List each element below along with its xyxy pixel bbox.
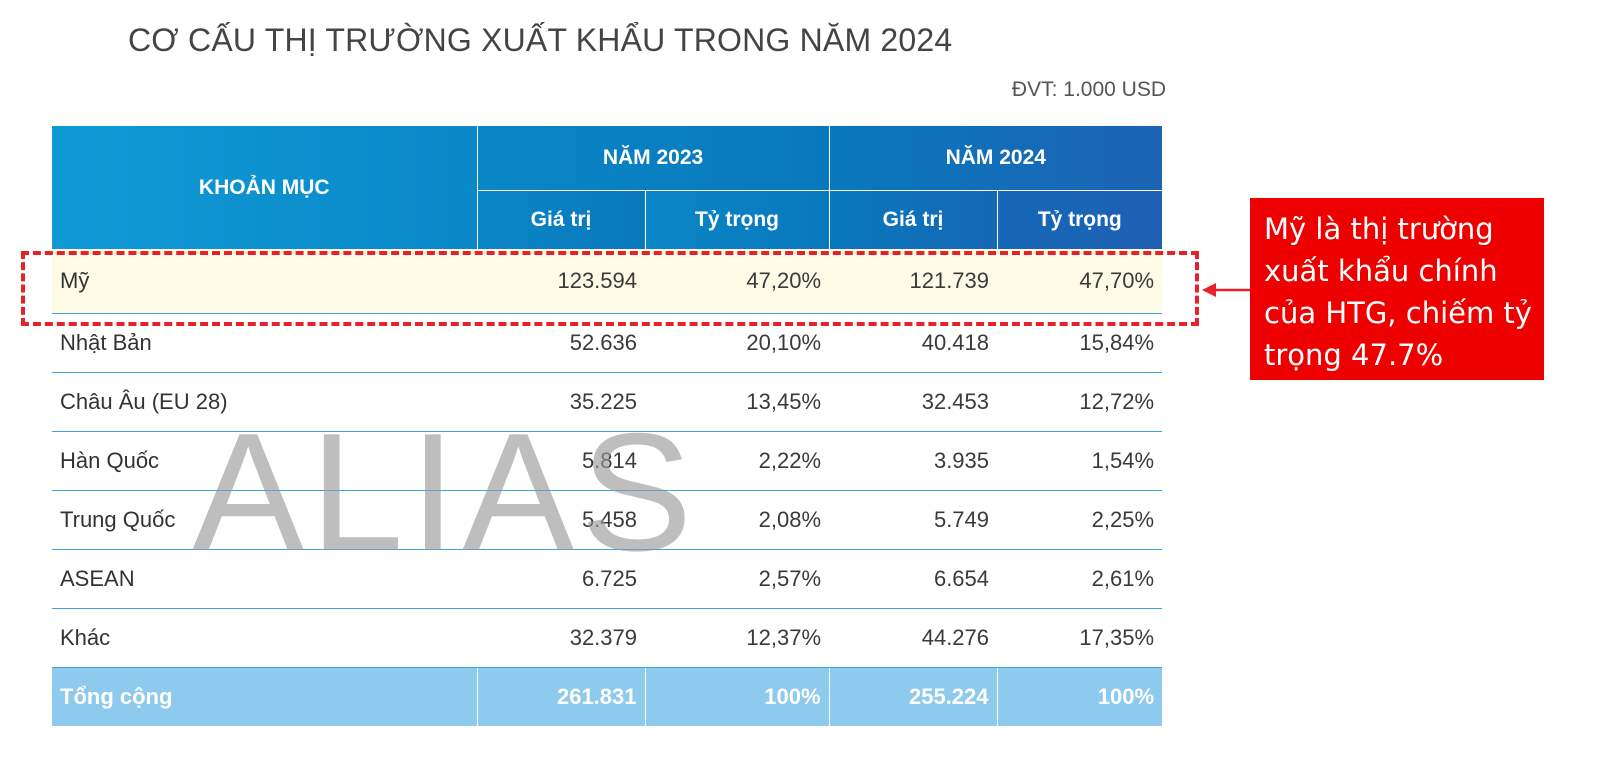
row-name: Hàn Quốc <box>52 431 477 491</box>
row-share-2024: 12,72% <box>997 372 1163 432</box>
row-value-2024: 44.276 <box>829 608 998 668</box>
header-year-2023: NĂM 2023 <box>477 126 830 191</box>
row-value-2024: 121.739 <box>829 249 998 314</box>
row-share-2023: 2,22% <box>645 431 830 491</box>
callout-box: Mỹ là thị trường xuất khẩu chính của HTG… <box>1250 198 1544 380</box>
page-title: CƠ CẤU THỊ TRƯỜNG XUẤT KHẨU TRONG NĂM 20… <box>128 22 953 58</box>
row-value-2023: 35.225 <box>477 372 645 432</box>
export-market-table: KHOẢN MỤC NĂM 2023 NĂM 2024 Giá trị Tỷ t… <box>52 126 1163 726</box>
row-share-2023: 12,37% <box>645 608 830 668</box>
table-row: Trung Quốc 5.458 2,08% 5.749 2,25% <box>52 490 1163 550</box>
unit-label: ĐVT: 1.000 USD <box>1011 78 1166 101</box>
header-year-2024: NĂM 2024 <box>829 126 1163 191</box>
total-share-2024: 100% <box>997 667 1163 726</box>
row-name: Khác <box>52 608 477 668</box>
row-share-2023: 13,45% <box>645 372 830 432</box>
header-item: KHOẢN MỤC <box>52 126 478 249</box>
row-value-2024: 32.453 <box>829 372 998 432</box>
row-value-2023: 5.814 <box>477 431 645 491</box>
row-share-2024: 2,61% <box>997 549 1163 609</box>
table-row: Mỹ 123.594 47,20% 121.739 47,70% <box>52 249 1163 314</box>
header-value-2024: Giá trị <box>829 190 998 249</box>
row-share-2024: 17,35% <box>997 608 1163 668</box>
header-value-2023: Giá trị <box>477 190 646 249</box>
row-name: Châu Âu (EU 28) <box>52 372 477 432</box>
total-share-2023: 100% <box>645 667 830 726</box>
row-value-2023: 123.594 <box>477 249 645 314</box>
row-name: Trung Quốc <box>52 490 477 550</box>
row-value-2024: 3.935 <box>829 431 998 491</box>
arrow-left-icon <box>1202 283 1252 297</box>
total-label: Tổng cộng <box>52 667 478 726</box>
total-value-2023: 261.831 <box>477 667 646 726</box>
row-share-2023: 2,57% <box>645 549 830 609</box>
row-value-2023: 6.725 <box>477 549 645 609</box>
table-row: ASEAN 6.725 2,57% 6.654 2,61% <box>52 549 1163 609</box>
highlight-dashed-box <box>21 251 1199 326</box>
row-share-2023: 47,20% <box>645 249 830 314</box>
row-share-2024: 2,25% <box>997 490 1163 550</box>
row-share-2024: 47,70% <box>997 249 1163 314</box>
row-value-2023: 5.458 <box>477 490 645 550</box>
row-name: ASEAN <box>52 549 477 609</box>
row-name: Mỹ <box>52 249 477 314</box>
row-value-2024: 5.749 <box>829 490 998 550</box>
table-row: Khác 32.379 12,37% 44.276 17,35% <box>52 608 1163 668</box>
row-value-2024: 6.654 <box>829 549 998 609</box>
row-value-2023: 32.379 <box>477 608 645 668</box>
total-value-2024: 255.224 <box>829 667 998 726</box>
header-share-2024: Tỷ trọng <box>997 190 1163 249</box>
table-row: Hàn Quốc 5.814 2,22% 3.935 1,54% <box>52 431 1163 491</box>
total-row: Tổng cộng 261.831 100% 255.224 100% <box>52 667 1163 726</box>
row-share-2023: 2,08% <box>645 490 830 550</box>
row-share-2024: 1,54% <box>997 431 1163 491</box>
header-share-2023: Tỷ trọng <box>645 190 830 249</box>
table-row: Châu Âu (EU 28) 35.225 13,45% 32.453 12,… <box>52 372 1163 432</box>
